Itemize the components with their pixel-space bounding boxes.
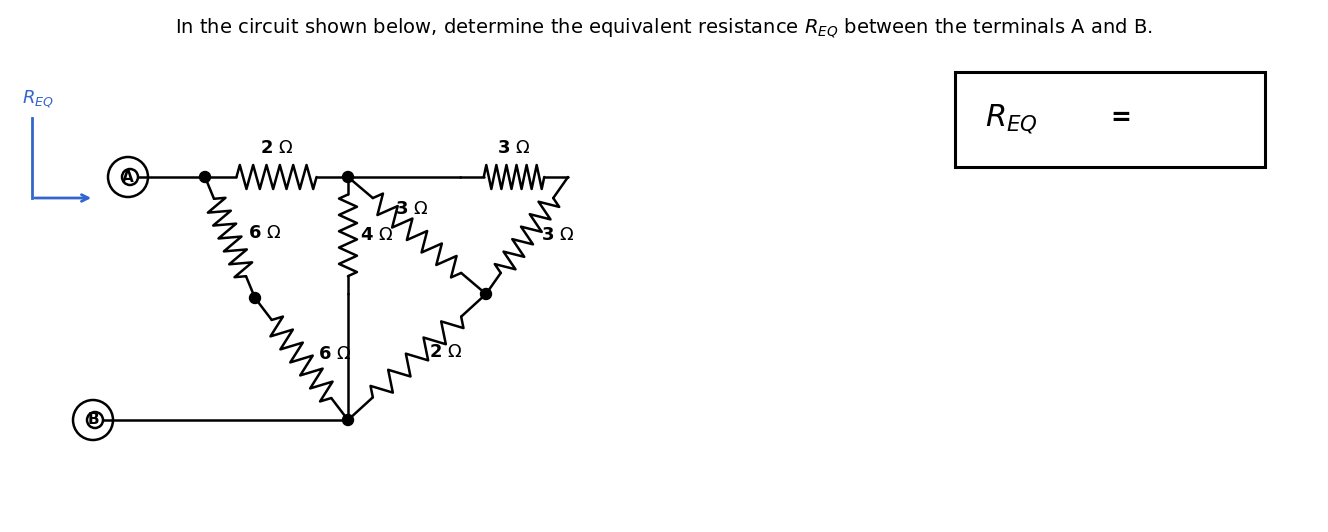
Text: 2 $\Omega$: 2 $\Omega$ [259,139,293,157]
Text: 3 $\Omega$: 3 $\Omega$ [497,139,531,157]
Text: 3 $\Omega$: 3 $\Omega$ [396,200,429,218]
Text: 2 $\Omega$: 2 $\Omega$ [429,343,462,361]
Text: In the circuit shown below, determine the equivalent resistance $R_{EQ}$ between: In the circuit shown below, determine th… [175,17,1153,40]
Circle shape [199,171,211,182]
Text: $R_{EQ}$: $R_{EQ}$ [23,88,54,110]
Text: 4 $\Omega$: 4 $\Omega$ [360,226,394,244]
Circle shape [343,171,353,182]
Text: 6 $\Omega$: 6 $\Omega$ [248,223,282,242]
Circle shape [343,414,353,426]
Text: =: = [1110,105,1131,129]
Text: 3 $\Omega$: 3 $\Omega$ [540,227,575,245]
Text: B: B [88,412,98,428]
Text: 6 $\Omega$: 6 $\Omega$ [317,345,352,363]
Text: $R_{EQ}$: $R_{EQ}$ [985,103,1037,136]
Text: A: A [122,170,134,185]
Circle shape [250,293,260,303]
Circle shape [481,288,491,300]
Bar [955,72,1266,167]
